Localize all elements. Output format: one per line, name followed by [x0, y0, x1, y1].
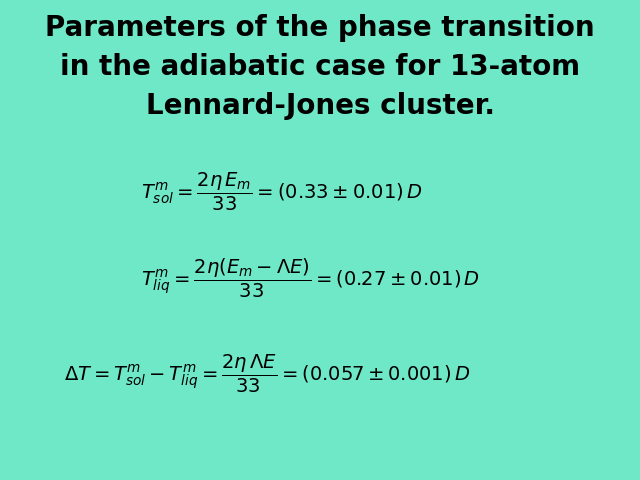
Text: Parameters of the phase transition
in the adiabatic case for 13-atom
Lennard-Jon: Parameters of the phase transition in th…	[45, 14, 595, 120]
Text: $T_{sol}^{m} = \dfrac{2\eta\, E_m}{33} = (0.33 \pm 0.01)\, D$: $T_{sol}^{m} = \dfrac{2\eta\, E_m}{33} =…	[141, 171, 422, 213]
Text: $T_{liq}^{m} = \dfrac{2\eta(E_m - \Lambda E)}{33} = (0.27 \pm 0.01)\, D$: $T_{liq}^{m} = \dfrac{2\eta(E_m - \Lambd…	[141, 257, 479, 300]
Text: $\Delta T = T_{sol}^{m} - T_{liq}^{m} = \dfrac{2\eta\, \Lambda E}{33} = (0.057 \: $\Delta T = T_{sol}^{m} - T_{liq}^{m} = …	[64, 353, 470, 396]
